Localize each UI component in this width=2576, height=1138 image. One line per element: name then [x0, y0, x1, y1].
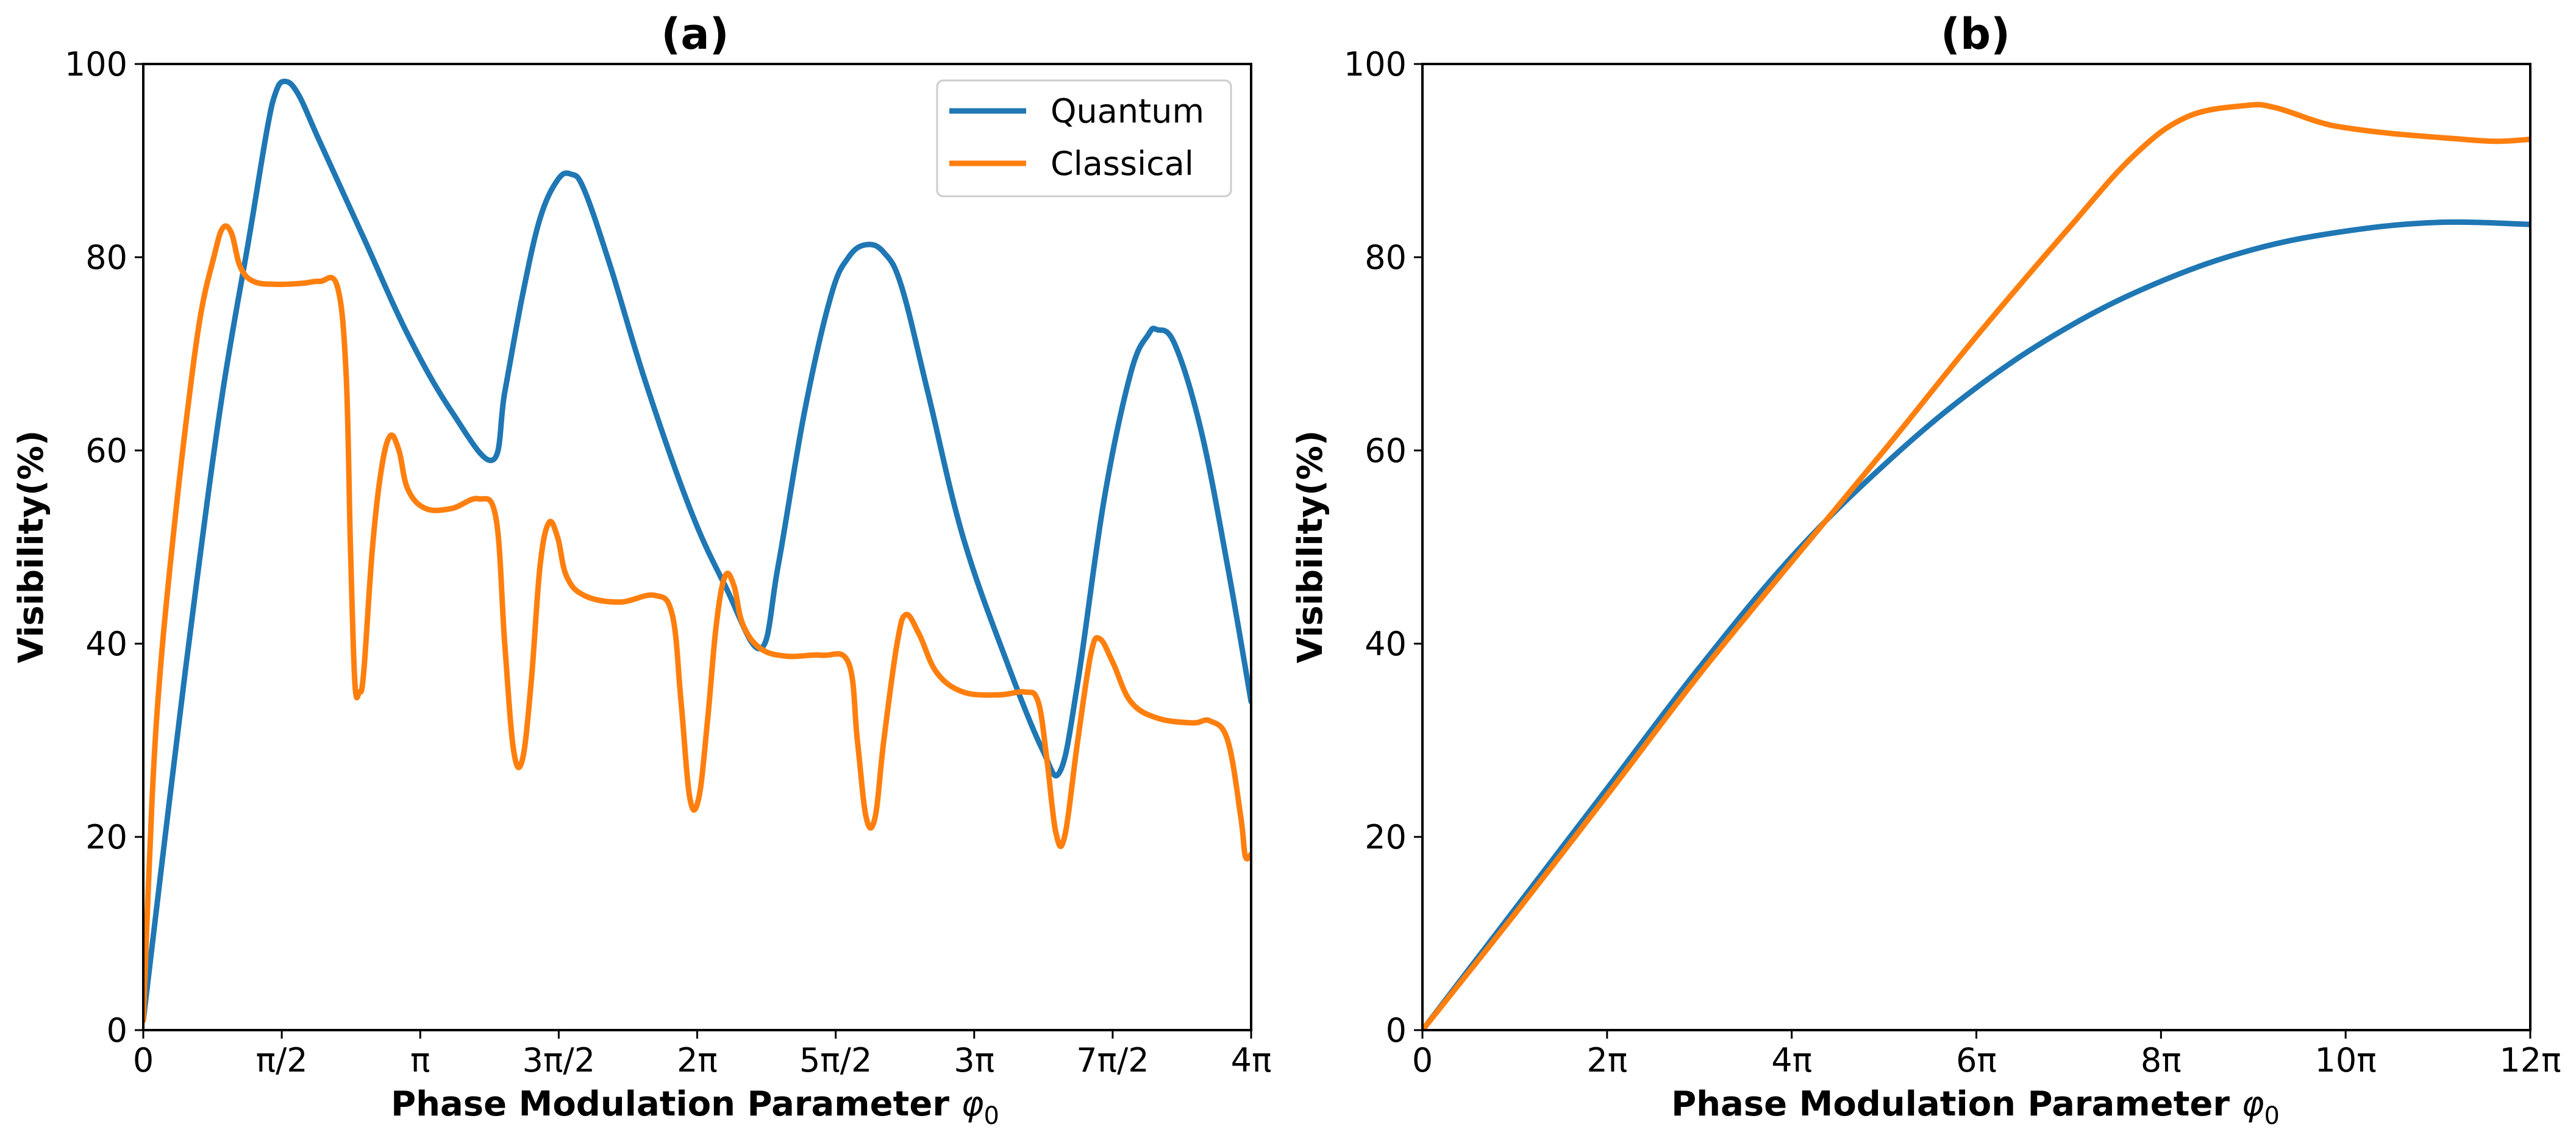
- panel-b-x-tick-label: 2π: [1586, 1041, 1627, 1079]
- panel-a-x-tick-label: π: [410, 1041, 430, 1079]
- panel-a-y-tick-label: 20: [85, 818, 127, 856]
- panel-b-x-tick-label: 6π: [1956, 1041, 1997, 1079]
- panel-a-x-axis-label-text: Phase Modulation Parameter: [391, 1084, 949, 1124]
- panel-b-title: (b): [1941, 9, 2010, 59]
- panel-b-plot-frame: [1421, 63, 2531, 1031]
- panel-a-legend-label-quantum: Quantum: [1051, 92, 1204, 130]
- panel-b-x-axis-subscript: 0: [2264, 1102, 2279, 1130]
- panel-a-x-tick-label: 4π: [1231, 1041, 1272, 1079]
- panel-b-y-tick-label: 0: [1386, 1011, 1407, 1050]
- panel-a-gridmarks: 0 π/2 π 3π/2 2π 5π/2 3π 7π/2 4π 0 20 40 60 80 100: [65, 45, 1272, 1079]
- panel-b-y-axis-label: Visibility(%): [1291, 430, 1330, 663]
- panel-b-x-axis-label-text: Phase Modulation Parameter: [1671, 1084, 2230, 1124]
- panel-a-legend-label-classical: Classical: [1051, 144, 1194, 183]
- panel-b: (b) 0 2π 4π 6π 8π 10π 12π 0 20 40 60 80 100 Visibili…: [1291, 9, 2561, 1130]
- panel-a-y-tick-label: 80: [85, 238, 127, 277]
- panel-a-series-classical-line: [143, 223, 1251, 1023]
- panel-a-y-tick-label: 40: [85, 625, 127, 663]
- panel-b-y-tick-label: 60: [1365, 432, 1407, 470]
- panel-a-x-tick-label: 3π: [954, 1041, 994, 1079]
- panel-a-legend: Quantum Classical: [936, 79, 1232, 197]
- panel-a-x-tick-label: 7π/2: [1076, 1041, 1149, 1079]
- panel-a-x-axis-label: Phase Modulation Parameter φ0: [391, 1084, 999, 1130]
- panel-a: (a) 0 π/2 π 3π/2 2π 5π/2 3π 7π/2 4π020406080100 …: [12, 9, 1271, 1130]
- panel-a-x-tick-label: π/2: [256, 1041, 308, 1079]
- panel-b-y-tick-label: 40: [1365, 625, 1407, 663]
- panel-b-x-tick-label: 8π: [2141, 1041, 2182, 1079]
- panel-b-x-tick-label: 10π: [2315, 1041, 2377, 1079]
- panel-b-y-tick-label: 80: [1365, 238, 1407, 277]
- panel-a-x-axis-symbol: φ: [961, 1084, 983, 1124]
- panel-a-series-quantum-line: [143, 79, 1251, 1023]
- panel-a-x-tick-label: 3π/2: [523, 1041, 595, 1079]
- panel-a-title: (a): [661, 9, 729, 59]
- panel-b-series-classical-line: [1422, 102, 2530, 1030]
- panel-b-x-tick-label: 0: [1412, 1041, 1433, 1079]
- panel-b-x-tick-label: 4π: [1771, 1041, 1812, 1079]
- panel-a-y-tick-label: 0: [107, 1011, 127, 1050]
- panel-a-x-axis-subscript: 0: [983, 1102, 999, 1130]
- panel-a-x-tick-label: 0: [133, 1041, 154, 1079]
- panel-a-x-tick-label: 2π: [677, 1041, 718, 1079]
- panel-a-y-tick-label: 100: [65, 45, 127, 84]
- panel-b-y-tick-label: 100: [1344, 45, 1407, 84]
- panel-b-x-axis-symbol: φ: [2241, 1084, 2264, 1124]
- panel-a-x-tick-label: 5π/2: [799, 1041, 872, 1079]
- panel-a-plot-frame: [142, 63, 1252, 1031]
- panel-b-x-tick-label: 12π: [2499, 1041, 2561, 1079]
- panel-b-gridmarks: 0 2π 4π 6π 8π 10π 12π 0 20 40 60 80 100: [1344, 45, 2561, 1079]
- panel-b-y-tick-label: 20: [1365, 818, 1407, 856]
- panel-b-series-quantum-line: [1422, 219, 2530, 1030]
- panel-a-y-tick-label: 60: [85, 432, 127, 470]
- panel-a-y-axis-label: Visibility(%): [12, 430, 51, 663]
- panel-b-x-axis-label: Phase Modulation Parameter φ0: [1671, 1084, 2280, 1130]
